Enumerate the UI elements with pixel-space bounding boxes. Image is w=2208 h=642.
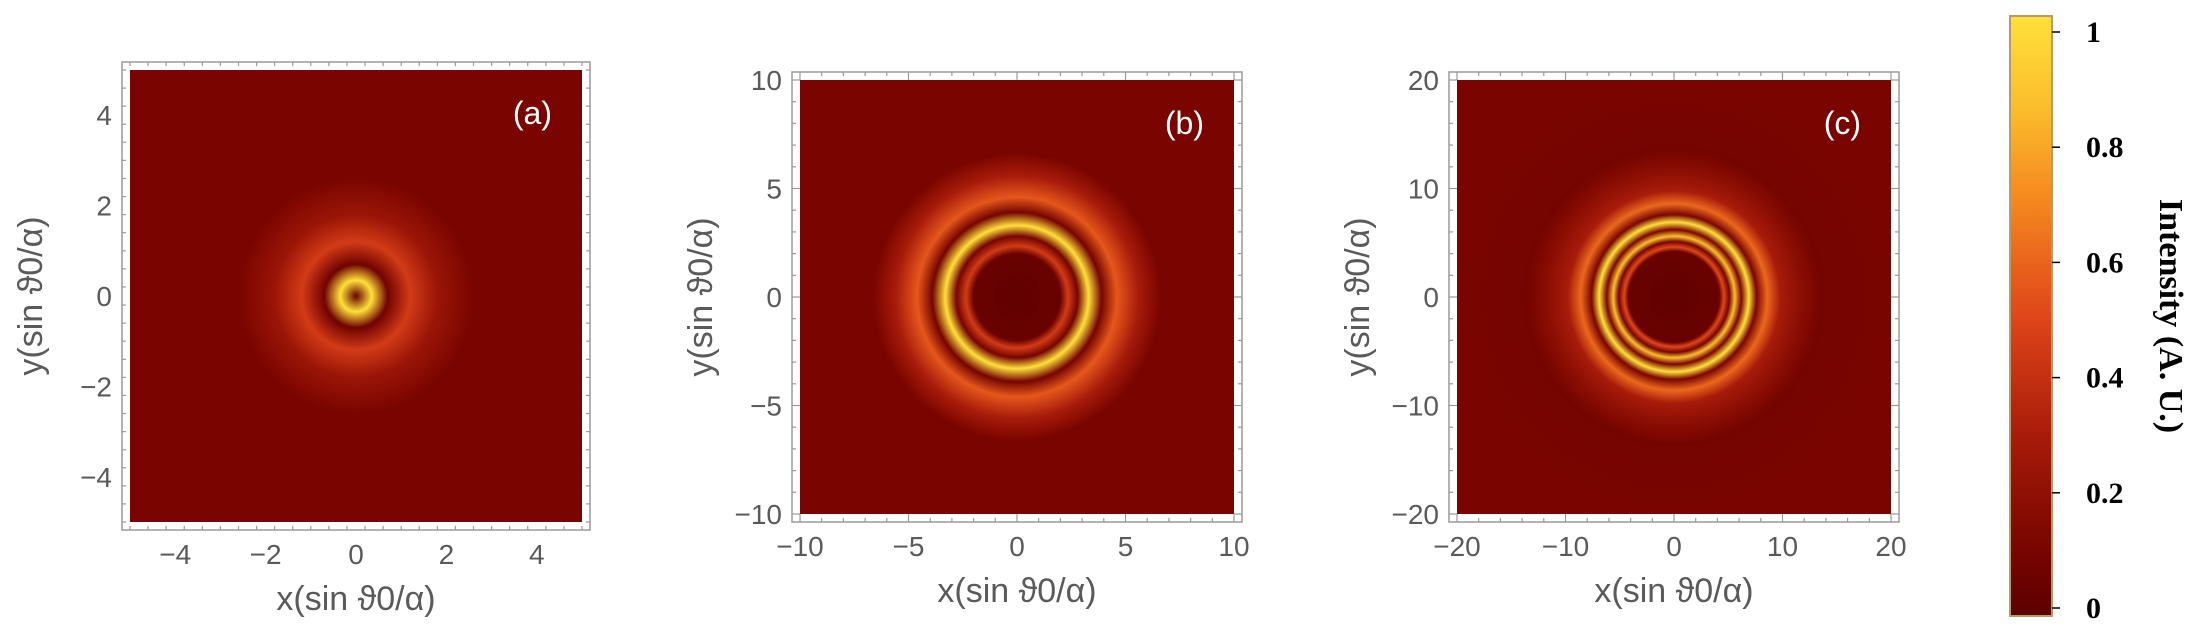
x-tick-label: −10 xyxy=(776,531,824,562)
colorbar-ticks: 0 0.2 0.4 0.6 0.8 1 xyxy=(2052,16,2124,625)
y-tick-label: −2 xyxy=(80,371,112,402)
x-tick-label: 10 xyxy=(1218,531,1249,562)
x-tick-label: −10 xyxy=(1542,531,1590,562)
colorbar-tick-label: 0.4 xyxy=(2086,362,2124,395)
x-tick-label: 5 xyxy=(1118,531,1134,562)
x-axis-label: x(sin ϑ0/α) xyxy=(276,580,435,618)
colorbar: 0 0.2 0.4 0.6 0.8 1 Intensity (A. U.) xyxy=(2009,15,2189,625)
x-tick-label: −4 xyxy=(159,539,191,570)
x-tick-label: 0 xyxy=(348,539,364,570)
x-axis-label: x(sin ϑ0/α) xyxy=(937,572,1096,610)
y-tick-label: 10 xyxy=(1408,174,1439,205)
colorbar-label: Intensity (A. U.) xyxy=(2152,199,2189,433)
y-tick-label: −10 xyxy=(735,499,783,530)
y-axis-label: y(sin ϑ0/α) xyxy=(682,217,720,376)
y-axis-label: y(sin ϑ0/α) xyxy=(12,216,50,375)
colorbar-tick-label: 0.6 xyxy=(2086,246,2124,279)
colorbar-tick-label: 0.8 xyxy=(2086,131,2124,164)
panel-b: −10 −5 0 5 10 −10 −5 0 5 10 x(sin ϑ0/α) y(sin ϑ0/α)… xyxy=(682,65,1250,610)
x-tick-label: 20 xyxy=(1875,531,1906,562)
colorbar-tick-label: 1 xyxy=(2086,16,2101,49)
panel-a: −4 −2 0 2 4 −4 −2 0 2 4 x(sin ϑ0/α) y(sin ϑ0/α) (a) xyxy=(12,61,591,618)
x-tick-label: −5 xyxy=(893,531,925,562)
y-tick-label: 4 xyxy=(96,100,112,131)
x-tick-label: −20 xyxy=(1433,531,1481,562)
axis-ticks xyxy=(122,62,590,530)
colorbar-tick-label: 0.2 xyxy=(2086,477,2124,510)
y-tick-label: −20 xyxy=(1392,499,1440,530)
x-tick-label: 10 xyxy=(1767,531,1798,562)
intensity-rings xyxy=(1457,80,1891,514)
y-tick-label: 2 xyxy=(96,191,112,222)
y-tick-label: 0 xyxy=(766,282,782,313)
x-tick-label: 0 xyxy=(1666,531,1682,562)
plot-frame xyxy=(121,61,591,531)
panel-tag: (b) xyxy=(1165,105,1204,141)
x-tick-label: 4 xyxy=(529,539,545,570)
y-axis-label: y(sin ϑ0/α) xyxy=(1339,217,1377,376)
colorbar-tick-label: 0 xyxy=(2086,592,2101,625)
x-axis-label: x(sin ϑ0/α) xyxy=(1594,572,1753,610)
panel-tag: (c) xyxy=(1824,105,1861,141)
y-tick-label: 10 xyxy=(751,65,782,96)
x-tick-label: 2 xyxy=(439,539,455,570)
axis-ticks xyxy=(792,72,1242,522)
y-tick-label: 20 xyxy=(1408,65,1439,96)
y-tick-label: 0 xyxy=(96,281,112,312)
panel-tag: (a) xyxy=(513,95,552,131)
y-tick-label: −4 xyxy=(80,462,112,493)
y-tick-label: −10 xyxy=(1392,391,1440,422)
intensity-rings xyxy=(130,70,582,522)
x-tick-label: 0 xyxy=(1009,531,1025,562)
y-tick-label: 5 xyxy=(766,174,782,205)
y-tick-label: 0 xyxy=(1423,282,1439,313)
intensity-rings xyxy=(800,80,1234,514)
axis-ticks xyxy=(1449,72,1899,522)
panel-c: −20 −10 0 10 20 −20 −10 0 10 20 x(sin ϑ0/α) y(sin ϑ… xyxy=(1339,65,1907,610)
colorbar-gradient xyxy=(2009,15,2053,617)
x-tick-label: −2 xyxy=(250,539,282,570)
y-tick-label: −5 xyxy=(750,391,782,422)
